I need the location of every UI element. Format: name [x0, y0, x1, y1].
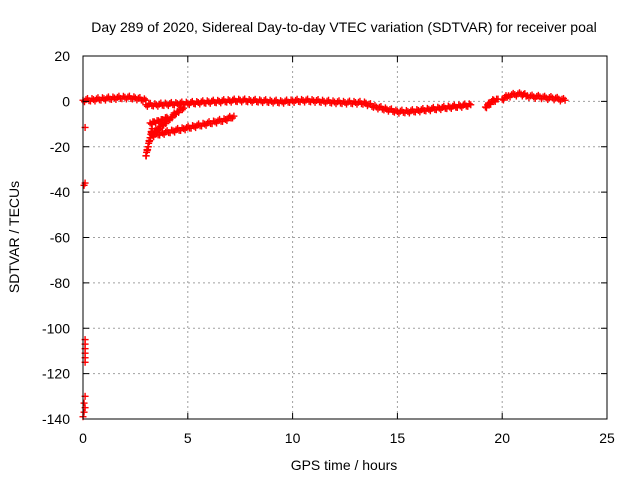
data-point	[526, 92, 534, 100]
data-point	[467, 101, 475, 109]
x-axis: 0 5 10 15 20 25	[79, 56, 615, 446]
data-point	[534, 91, 542, 99]
chart-title: Day 289 of 2020, Sidereal Day-to-day VTE…	[91, 19, 597, 35]
x-axis-label: GPS time / hours	[291, 457, 398, 473]
data-point	[163, 113, 171, 121]
y-tick-label: -40	[50, 184, 70, 200]
data-point	[80, 399, 88, 407]
x-tick-label: 0	[79, 430, 87, 446]
y-tick-label: -140	[42, 411, 70, 427]
data-point	[180, 104, 188, 112]
data-point	[539, 93, 547, 101]
y-tick-label: -100	[42, 320, 70, 336]
data-point	[371, 101, 379, 109]
y-tick-label: -20	[50, 139, 70, 155]
data-point	[230, 112, 238, 120]
data-point	[504, 92, 512, 100]
y-tick-label: -60	[50, 230, 70, 246]
y-tick-label: -120	[42, 366, 70, 382]
x-tick-label: 25	[599, 430, 615, 446]
y-tick-label: -80	[50, 275, 70, 291]
data-point	[80, 408, 88, 416]
data-point	[465, 100, 473, 108]
data-point	[178, 106, 186, 114]
y-tick-label: 20	[54, 48, 70, 64]
x-tick-label: 10	[285, 430, 301, 446]
data-point	[558, 95, 566, 103]
data-point	[80, 181, 88, 189]
data-point	[561, 96, 569, 104]
data-point	[140, 95, 148, 103]
data-point	[547, 92, 555, 100]
x-tick-label: 5	[184, 430, 192, 446]
y-tick-label: 0	[62, 93, 70, 109]
y-axis: 20 0 -20 -40 -60 -80 -100 -120 -140	[42, 48, 607, 427]
data-marks	[79, 89, 569, 421]
y-axis-label: SDTVAR / TECUs	[6, 181, 22, 293]
x-tick-label: 15	[390, 430, 406, 446]
data-point	[552, 94, 560, 102]
grid	[83, 56, 607, 419]
x-tick-label: 20	[494, 430, 510, 446]
